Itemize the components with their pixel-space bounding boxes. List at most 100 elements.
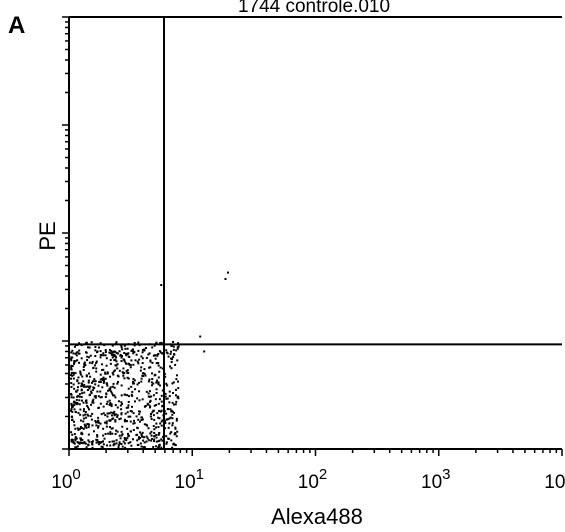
- data-point: [140, 433, 143, 436]
- data-point: [107, 432, 110, 435]
- data-point: [165, 397, 168, 400]
- data-point: [123, 344, 126, 347]
- data-point: [167, 426, 170, 429]
- data-point: [133, 382, 136, 385]
- data-point: [130, 385, 133, 388]
- data-point: [95, 370, 98, 373]
- data-point: [111, 372, 114, 375]
- data-point: [134, 400, 137, 403]
- data-point: [121, 355, 124, 358]
- data-point: [133, 344, 136, 347]
- data-point: [82, 365, 85, 368]
- data-point: [106, 415, 109, 418]
- data-point: [105, 382, 108, 385]
- data-point: [153, 418, 156, 421]
- data-point: [169, 408, 172, 411]
- data-point: [171, 382, 174, 385]
- data-point: [161, 367, 164, 370]
- data-point: [109, 362, 112, 365]
- data-point: [173, 411, 176, 414]
- data-point: [123, 418, 126, 421]
- data-point: [126, 394, 129, 397]
- data-point: [90, 403, 93, 406]
- data-point: [167, 437, 170, 440]
- data-point: [132, 429, 135, 432]
- data-point: [151, 372, 154, 375]
- data-point: [79, 413, 82, 416]
- data-point: [150, 439, 153, 442]
- data-point: [175, 378, 178, 381]
- data-point: [80, 388, 83, 391]
- data-point: [70, 409, 73, 412]
- data-point: [72, 352, 75, 355]
- data-point: [82, 417, 85, 420]
- data-point: [77, 361, 80, 364]
- data-point: [157, 362, 160, 365]
- data-point: [153, 344, 156, 347]
- data-point: [127, 404, 130, 407]
- data-point: [115, 413, 118, 416]
- data-point: [100, 445, 103, 448]
- data-point: [141, 398, 144, 401]
- data-point: [96, 426, 99, 429]
- data-point: [121, 433, 124, 436]
- data-point: [70, 431, 73, 434]
- data-point: [155, 381, 158, 384]
- data-point: [84, 411, 87, 414]
- data-point: [138, 420, 141, 423]
- data-point: [84, 442, 87, 445]
- data-point: [148, 439, 151, 442]
- data-point: [113, 394, 116, 397]
- data-point: [71, 365, 74, 368]
- data-point: [153, 435, 156, 438]
- data-point: [114, 396, 117, 399]
- data-point: [170, 344, 173, 347]
- data-point: [116, 352, 119, 355]
- data-point: [126, 369, 129, 372]
- data-point: [174, 426, 177, 429]
- data-point: [155, 362, 158, 365]
- data-point: [88, 361, 91, 364]
- data-point: [174, 444, 177, 447]
- data-point: [137, 381, 140, 384]
- data-point: [172, 340, 175, 343]
- data-point: [85, 385, 88, 388]
- data-point: [142, 375, 145, 378]
- data-point: [107, 389, 110, 392]
- data-point: [105, 422, 108, 425]
- data-point: [137, 418, 140, 421]
- data-point: [79, 370, 82, 373]
- x-axis-label: Alexa488: [271, 504, 363, 529]
- data-point: [177, 387, 180, 390]
- data-point: [158, 398, 161, 401]
- data-point: [116, 414, 119, 417]
- data-point: [153, 404, 156, 407]
- data-point: [120, 412, 123, 415]
- data-point: [78, 393, 81, 396]
- data-point: [150, 434, 153, 437]
- data-point: [125, 354, 128, 357]
- data-point: [102, 412, 105, 415]
- data-point: [115, 439, 118, 442]
- data-point: [95, 361, 98, 364]
- data-point: [87, 372, 90, 375]
- data-point: [108, 425, 111, 428]
- data-point: [152, 382, 155, 385]
- data-point: [127, 352, 130, 355]
- data-point: [115, 352, 118, 355]
- data-point: [79, 425, 82, 428]
- data-point: [168, 395, 171, 398]
- data-point: [77, 394, 80, 397]
- data-point: [109, 403, 112, 406]
- data-point: [150, 413, 153, 416]
- data-point: [109, 444, 112, 447]
- data-point: [111, 354, 114, 357]
- data-point: [140, 419, 143, 422]
- data-point: [151, 378, 154, 381]
- data-point: [88, 440, 91, 443]
- data-point: [148, 400, 151, 403]
- data-point: [149, 360, 152, 363]
- data-point: [93, 378, 96, 381]
- data-point: [76, 386, 79, 389]
- data-point: [116, 406, 119, 409]
